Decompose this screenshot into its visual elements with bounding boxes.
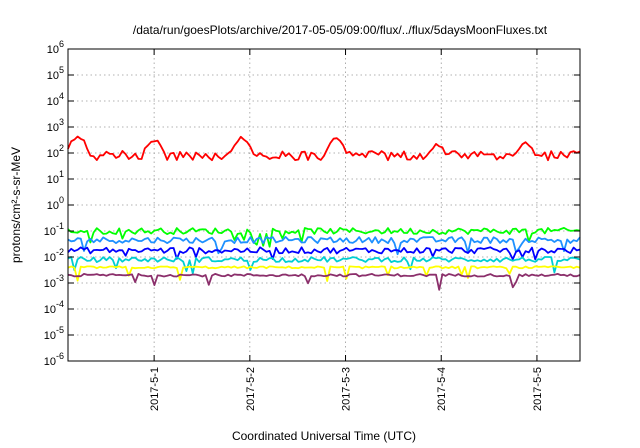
y-tick-label: 10-2 — [44, 247, 64, 264]
x-tick-label: 2017-5-3 — [341, 367, 353, 411]
series-line — [67, 246, 581, 261]
x-tick-label: 2017-5-1 — [149, 367, 161, 411]
grid-layer — [68, 49, 580, 361]
series-line — [67, 235, 581, 256]
y-axis-label: protons/cm²-s-sr-MeV — [9, 147, 23, 263]
x-tick-label: 2017-5-5 — [532, 367, 544, 411]
series-line — [67, 256, 581, 275]
series-line — [67, 226, 581, 248]
tick-layer: 10-6 10-5 10-4 10-3 10-2 10-1 100 101 102 103 104 1… — [44, 39, 580, 411]
y-tick-label: 100 — [47, 195, 64, 212]
x-axis-label: Coordinated Universal Time (UTC) — [232, 429, 416, 443]
y-tick-label: 10-5 — [44, 325, 64, 342]
y-tick-label: 104 — [47, 91, 64, 108]
series-line — [67, 135, 581, 162]
y-tick-label: 102 — [47, 143, 64, 160]
series-line — [67, 265, 581, 282]
x-tick-label: 2017-5-4 — [436, 367, 448, 411]
x-tick-label: 2017-5-2 — [245, 367, 257, 411]
y-tick-label: 105 — [47, 65, 64, 82]
y-tick-label: 106 — [47, 39, 64, 56]
chart-title: /data/run/goesPlots/archive/2017-05-05/0… — [133, 23, 548, 37]
y-tick-label: 10-6 — [44, 351, 64, 368]
y-tick-label: 103 — [47, 117, 64, 134]
series-line — [67, 272, 581, 291]
y-tick-label: 10-1 — [44, 221, 64, 238]
y-tick-label: 10-3 — [44, 273, 64, 290]
series-layer — [67, 135, 581, 291]
y-tick-label: 10-4 — [44, 299, 64, 316]
y-tick-label: 101 — [47, 169, 64, 186]
